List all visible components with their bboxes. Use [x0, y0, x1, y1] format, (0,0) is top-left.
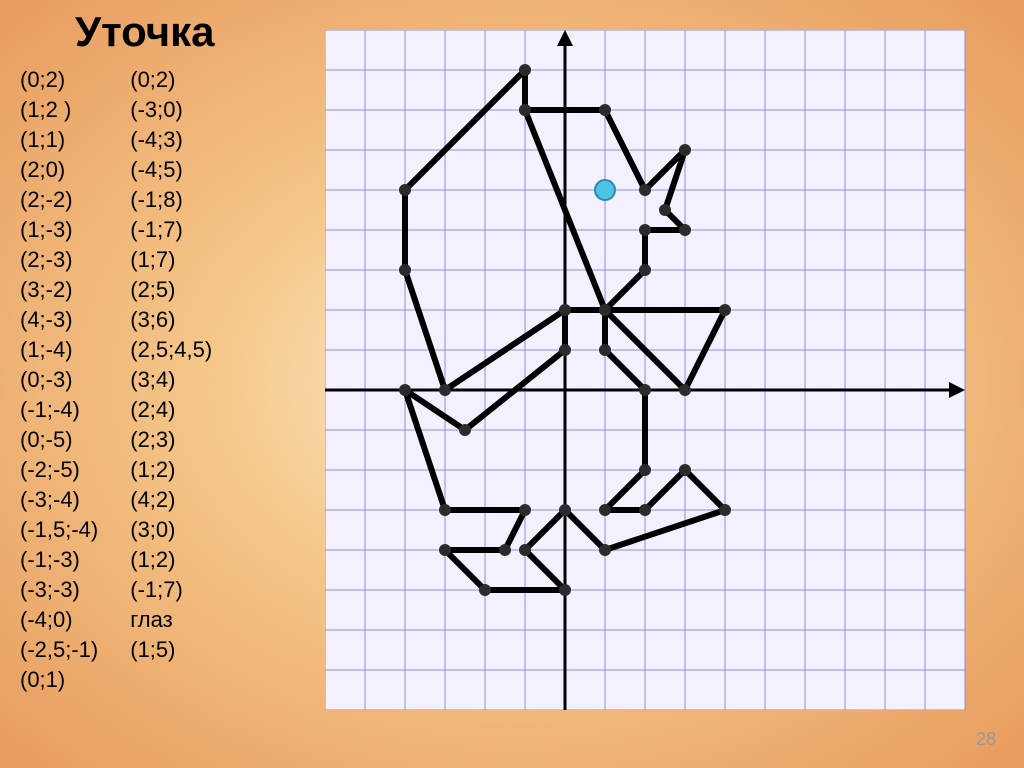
coord-entry: (-4;3): [130, 125, 212, 155]
coord-entry: (1;7): [130, 245, 212, 275]
coord-entry: (-1;7): [130, 215, 212, 245]
coord-entry: (-1,5;-4): [20, 515, 98, 545]
coord-entry: (3;0): [130, 515, 212, 545]
coord-entry: (-3;-3): [20, 575, 98, 605]
coords-column-2: (0;2)(-3;0)(-4;3)(-4;5)(-1;8)(-1;7)(1;7)…: [130, 65, 212, 695]
coord-entry: глаз: [130, 605, 212, 635]
coord-entry: (-3;-4): [20, 485, 98, 515]
coord-entry: (-1;8): [130, 185, 212, 215]
coord-entry: (4;-3): [20, 305, 98, 335]
coord-entry: (4;2): [130, 485, 212, 515]
coord-entry: (2;-3): [20, 245, 98, 275]
coord-entry: (-1;-3): [20, 545, 98, 575]
page-number: 28: [976, 729, 996, 750]
coord-entry: (1;5): [130, 635, 212, 665]
coord-entry: (1;2 ): [20, 95, 98, 125]
coord-entry: (2;5): [130, 275, 212, 305]
coord-entry: (2,5;4,5): [130, 335, 212, 365]
coord-entry: (3;6): [130, 305, 212, 335]
coord-entry: (0;1): [20, 665, 98, 695]
coord-entry: (2;-2): [20, 185, 98, 215]
coord-entry: (3;4): [130, 365, 212, 395]
coord-entry: (0;2): [130, 65, 212, 95]
page-title: Уточка: [75, 8, 215, 56]
coord-entry: (-1;-4): [20, 395, 98, 425]
coord-entry: (3;-2): [20, 275, 98, 305]
coord-entry: (2;0): [20, 155, 98, 185]
coord-entry: (-2,5;-1): [20, 635, 98, 665]
coord-entry: (1;-4): [20, 335, 98, 365]
coord-entry: (0;-3): [20, 365, 98, 395]
coord-entry: (1;2): [130, 545, 212, 575]
coordinate-list: (0;2)(1;2 )(1;1)(2;0)(2;-2)(1;-3)(2;-3)(…: [20, 65, 212, 695]
coord-entry: (-3;0): [130, 95, 212, 125]
coord-entry: (1;2): [130, 455, 212, 485]
coordinate-chart: [325, 30, 1005, 710]
coord-entry: (-2;-5): [20, 455, 98, 485]
coord-entry: (-4;5): [130, 155, 212, 185]
coord-entry: (2;3): [130, 425, 212, 455]
coord-entry: (0;2): [20, 65, 98, 95]
coord-entry: (1;-3): [20, 215, 98, 245]
coord-entry: (-4;0): [20, 605, 98, 635]
coord-entry: (-1;7): [130, 575, 212, 605]
coord-entry: (1;1): [20, 125, 98, 155]
coord-entry: (0;-5): [20, 425, 98, 455]
coords-column-1: (0;2)(1;2 )(1;1)(2;0)(2;-2)(1;-3)(2;-3)(…: [20, 65, 98, 695]
coord-entry: (2;4): [130, 395, 212, 425]
